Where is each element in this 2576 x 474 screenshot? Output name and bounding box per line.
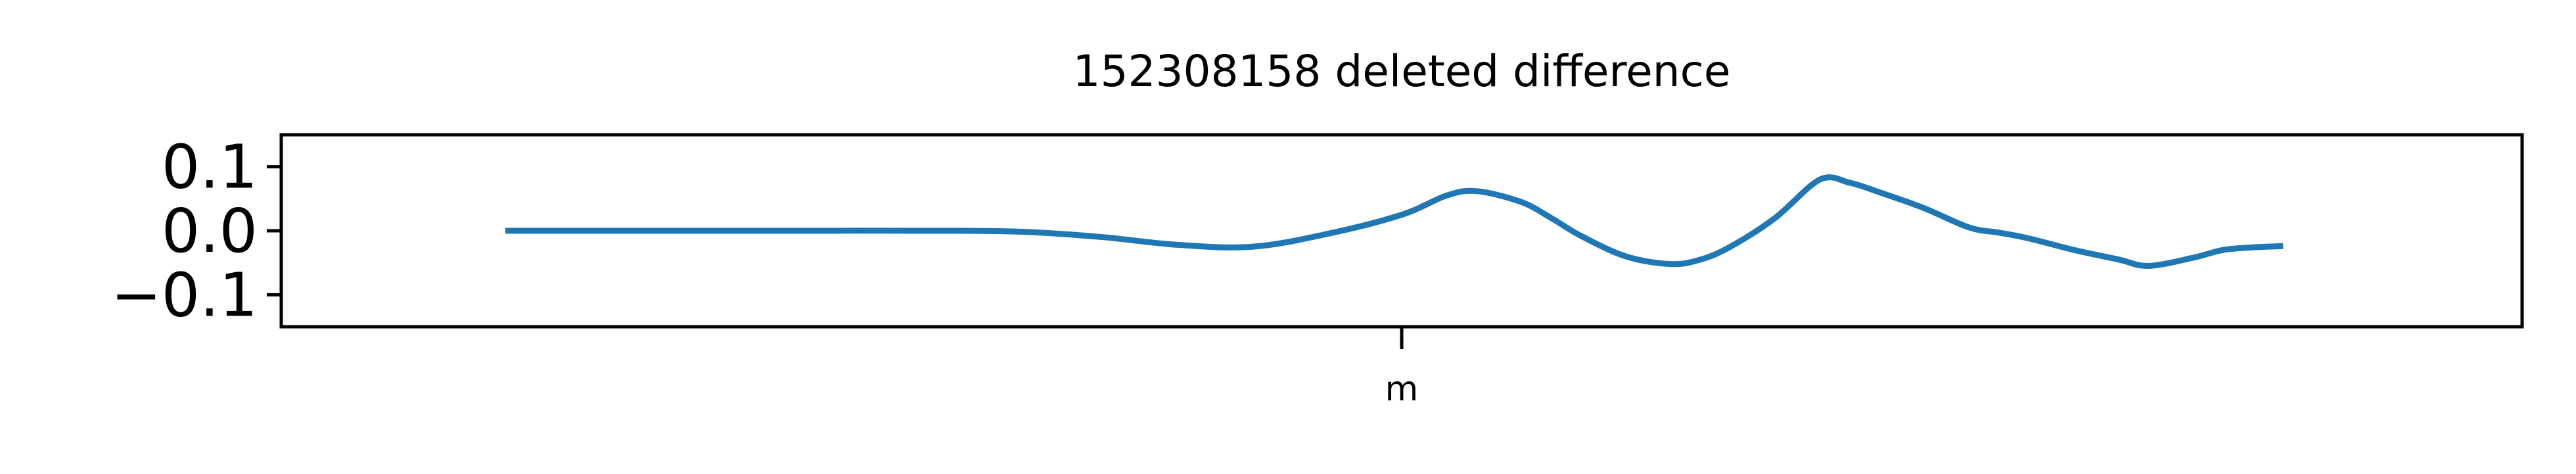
chart-title: 152308158 deleted difference (1072, 46, 1730, 97)
y-tick-label: 0.1 (162, 132, 258, 202)
x-axis: m (1385, 327, 1419, 409)
y-tick-label: 0.0 (162, 196, 258, 266)
y-axis: 0.10.0−0.1 (111, 132, 281, 330)
y-tick-label: −0.1 (111, 260, 258, 330)
series-line-0 (505, 174, 2284, 270)
x-tick-label: m (1385, 369, 1419, 409)
series-layer (505, 174, 2284, 270)
